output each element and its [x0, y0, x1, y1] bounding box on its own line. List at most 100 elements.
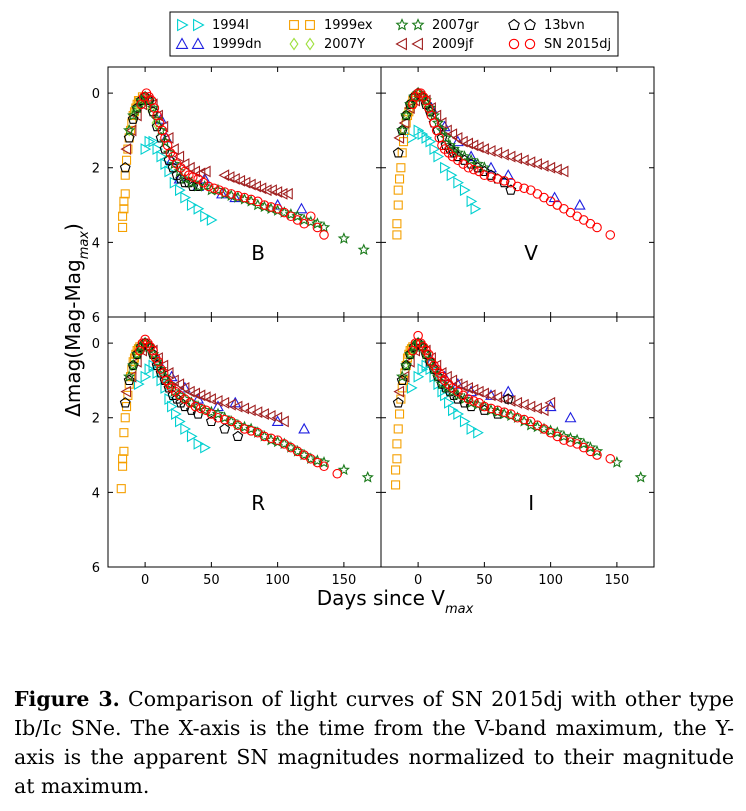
data-point — [205, 415, 217, 427]
x-tick-label: 50 — [476, 573, 493, 588]
data-point — [491, 146, 503, 159]
data-point — [193, 437, 205, 450]
data-point — [264, 409, 276, 422]
data-point — [459, 415, 471, 428]
data-point — [393, 424, 403, 434]
y-tick-label: 4 — [92, 486, 100, 501]
data-point — [246, 194, 256, 205]
data-point — [119, 428, 129, 438]
panel-b: B — [107, 66, 382, 318]
data-point — [400, 109, 413, 121]
data-point — [544, 161, 556, 174]
data-point — [592, 450, 602, 460]
data-point — [484, 145, 496, 157]
series-2007gr — [395, 86, 491, 173]
data-point — [610, 456, 623, 468]
data-point — [439, 131, 453, 144]
data-point — [392, 439, 402, 449]
x-tick-label: 150 — [331, 573, 356, 588]
data-point — [446, 169, 458, 182]
y-tick-label: 0 — [92, 87, 100, 102]
series-2009jf — [120, 340, 289, 428]
data-point — [271, 411, 283, 424]
data-point — [398, 117, 410, 129]
data-point — [519, 183, 529, 194]
data-point — [259, 431, 270, 442]
data-point — [427, 109, 441, 121]
legend-label-1999ex: 1999ex — [324, 18, 373, 33]
band-label-i: I — [528, 491, 534, 515]
data-point — [214, 185, 225, 195]
data-point — [502, 393, 514, 404]
data-point — [466, 423, 478, 435]
y-tick-label: 6 — [92, 561, 100, 576]
band-label-b: B — [251, 241, 265, 265]
data-point — [119, 397, 131, 408]
data-point — [169, 176, 181, 189]
data-point — [564, 411, 577, 423]
data-point — [246, 426, 256, 436]
data-point — [163, 154, 175, 165]
legend-frame — [169, 11, 619, 57]
data-point — [133, 378, 145, 391]
legend: 1994I 1999dn 1999ex 2007Y 2007gr 2009jf 13bvn S… — [169, 11, 619, 57]
data-point — [239, 192, 250, 203]
data-point — [404, 97, 417, 110]
y-axis-label: Δmag(Mag-Magmax) — [61, 223, 92, 417]
data-point — [391, 465, 401, 475]
series-1994i — [140, 135, 218, 226]
data-point — [312, 222, 323, 233]
data-point — [393, 131, 405, 144]
data-point — [519, 414, 529, 425]
x-tick-label: 100 — [538, 573, 563, 588]
data-point — [131, 347, 144, 360]
data-point — [465, 153, 478, 166]
data-point — [592, 222, 602, 233]
data-point — [605, 453, 616, 464]
data-point — [178, 158, 190, 170]
band-label-v: V — [524, 241, 538, 265]
data-point — [565, 437, 576, 447]
data-point — [251, 406, 263, 419]
data-point — [317, 456, 331, 468]
data-point — [551, 426, 564, 438]
legend-marker-2007gr — [395, 18, 409, 31]
data-point — [218, 411, 231, 423]
x-tick-label: 150 — [604, 573, 629, 588]
legend-marker-2007y — [289, 37, 299, 51]
legend-marker-1994i — [177, 18, 189, 32]
data-point — [492, 405, 503, 416]
series-1994i — [133, 359, 211, 454]
data-point — [468, 164, 479, 175]
y-ticks: 0 2 4 6 0 2 4 6 — [92, 87, 100, 576]
data-point — [498, 148, 509, 161]
data-point — [459, 184, 471, 197]
data-point — [206, 214, 218, 226]
data-point — [127, 109, 140, 121]
data-point — [337, 463, 350, 476]
legend-marker-1994i — [193, 18, 205, 32]
x-ticks: 0 50 100 150 0 50 100 150 — [141, 573, 629, 588]
data-point — [485, 169, 497, 180]
data-point — [192, 400, 205, 412]
data-point — [512, 412, 523, 423]
data-point — [425, 352, 436, 364]
legend-marker-1999dn — [175, 37, 189, 49]
data-point — [180, 423, 191, 435]
data-point — [573, 198, 586, 210]
series-sn-2015dj — [408, 330, 616, 464]
legend-label-1999dn: 1999dn — [212, 37, 262, 52]
data-point — [551, 163, 562, 176]
data-point — [486, 172, 496, 182]
data-point — [118, 222, 128, 232]
series-1999ex — [392, 92, 421, 240]
data-point — [463, 394, 474, 404]
data-point — [120, 143, 132, 156]
data-point — [395, 370, 409, 382]
data-point — [212, 400, 224, 412]
data-point — [175, 415, 186, 428]
data-point — [468, 396, 479, 406]
data-point — [154, 123, 168, 136]
data-point — [524, 156, 536, 169]
data-point — [590, 444, 604, 457]
